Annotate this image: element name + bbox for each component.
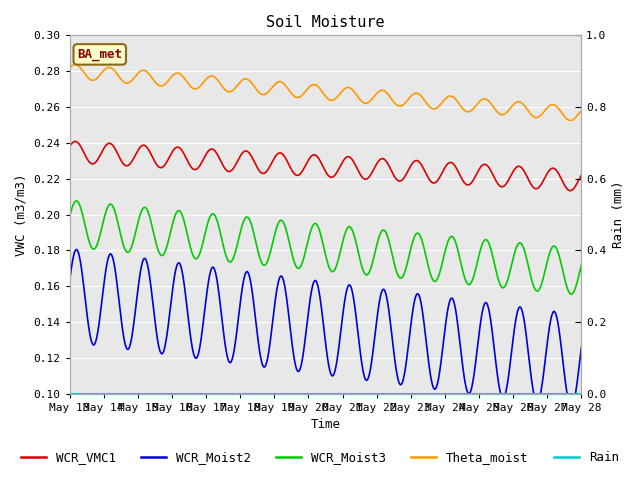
Rain (283, 391, 291, 396)
WCR_VMC1 (66, 144, 74, 150)
Theta_moist (66, 65, 74, 71)
Line: WCR_Moist2: WCR_Moist2 (70, 250, 581, 407)
WCR_VMC1 (303, 160, 310, 166)
Rain (577, 391, 585, 396)
Title: Soil Moisture: Soil Moisture (266, 15, 385, 30)
Rain (66, 391, 74, 396)
WCR_VMC1 (294, 172, 301, 178)
WCR_Moist2 (127, 341, 134, 347)
WCR_VMC1 (284, 158, 291, 164)
WCR_Moist3 (577, 262, 585, 268)
WCR_VMC1 (106, 141, 113, 146)
WCR_VMC1 (72, 139, 79, 144)
WCR_Moist3 (106, 202, 113, 207)
Y-axis label: Rain (mm): Rain (mm) (612, 181, 625, 248)
Rain (126, 391, 134, 396)
WCR_Moist2 (567, 404, 575, 410)
Rain (303, 391, 310, 396)
WCR_Moist2 (66, 278, 74, 284)
Rain (357, 391, 365, 396)
Theta_moist (106, 64, 113, 70)
Y-axis label: VWC (m3/m3): VWC (m3/m3) (15, 173, 28, 256)
WCR_Moist3 (568, 291, 575, 297)
Line: Theta_moist: Theta_moist (70, 64, 581, 120)
WCR_Moist3 (357, 261, 365, 267)
Line: WCR_VMC1: WCR_VMC1 (70, 142, 581, 191)
WCR_Moist2 (72, 247, 80, 252)
WCR_Moist2 (303, 323, 310, 328)
Theta_moist (357, 98, 365, 104)
Legend: WCR_VMC1, WCR_Moist2, WCR_Moist3, Theta_moist, Rain: WCR_VMC1, WCR_Moist2, WCR_Moist3, Theta_… (16, 446, 624, 469)
WCR_Moist2 (577, 345, 585, 351)
WCR_Moist3 (284, 230, 291, 236)
Theta_moist (127, 79, 134, 84)
WCR_Moist2 (294, 368, 301, 374)
WCR_VMC1 (127, 161, 134, 167)
Line: WCR_Moist3: WCR_Moist3 (70, 201, 581, 294)
Text: BA_met: BA_met (77, 48, 122, 61)
Rain (294, 391, 301, 396)
WCR_Moist3 (127, 247, 134, 252)
WCR_Moist3 (66, 214, 74, 219)
WCR_Moist3 (303, 243, 310, 249)
Theta_moist (284, 84, 291, 90)
X-axis label: Time: Time (310, 419, 340, 432)
WCR_VMC1 (566, 188, 574, 193)
Rain (106, 391, 113, 396)
Theta_moist (71, 61, 79, 67)
WCR_Moist2 (284, 299, 291, 304)
Theta_moist (303, 87, 310, 93)
WCR_Moist2 (357, 356, 365, 362)
Theta_moist (566, 118, 574, 123)
WCR_VMC1 (577, 172, 585, 178)
Theta_moist (294, 95, 301, 100)
Theta_moist (577, 108, 585, 114)
WCR_Moist3 (72, 198, 80, 204)
WCR_Moist3 (294, 265, 301, 271)
WCR_VMC1 (357, 173, 365, 179)
WCR_Moist2 (106, 252, 113, 258)
